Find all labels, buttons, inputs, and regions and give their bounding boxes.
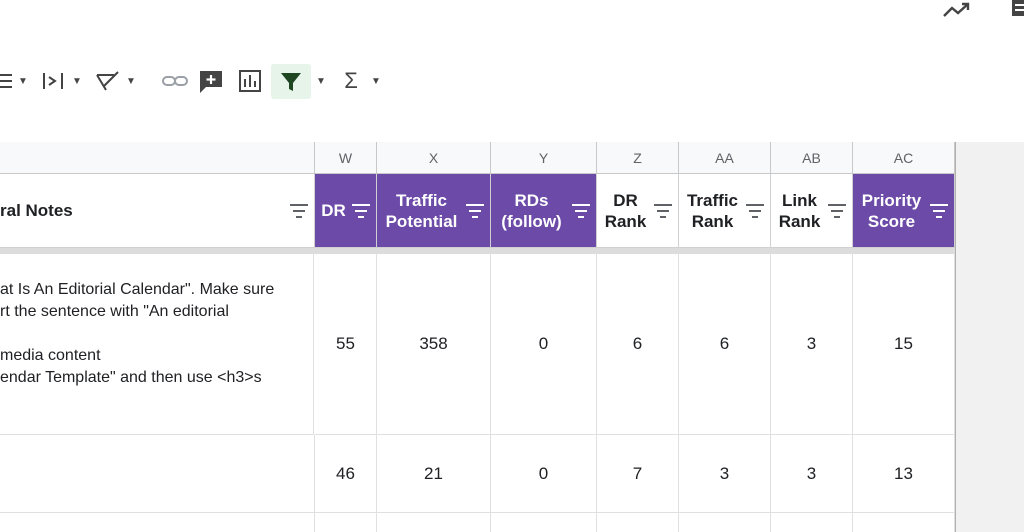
filter-icon[interactable]: [466, 203, 484, 218]
column-header-blank[interactable]: [0, 142, 315, 174]
cell-priority-score[interactable]: 15: [853, 254, 955, 435]
cell-link-rank[interactable]: 3: [771, 435, 853, 513]
cell-empty[interactable]: [0, 513, 315, 532]
comment-history-icon[interactable]: [1012, 0, 1024, 20]
header-traffic-potential[interactable]: Traffic Potential: [377, 174, 491, 248]
cell-empty[interactable]: [597, 513, 679, 532]
trending-up-icon[interactable]: [940, 0, 974, 22]
text-rotation-icon[interactable]: [40, 66, 66, 96]
cell-traffic-rank[interactable]: 6: [679, 254, 771, 435]
header-general-notes[interactable]: ral Notes: [0, 174, 315, 248]
insert-chart-icon[interactable]: [237, 66, 263, 96]
text-direction-dropdown-icon[interactable]: ▼: [126, 75, 136, 87]
column-header-z[interactable]: Z: [597, 142, 679, 174]
column-header-ab[interactable]: AB: [771, 142, 853, 174]
header-priority-score[interactable]: Priority Score: [853, 174, 955, 248]
frozen-row-divider[interactable]: [0, 248, 955, 254]
column-header-aa[interactable]: AA: [679, 142, 771, 174]
column-header-x[interactable]: X: [377, 142, 491, 174]
cell-traffic-potential[interactable]: 21: [377, 435, 491, 513]
header-dr[interactable]: DR: [315, 174, 377, 248]
header-rds-follow[interactable]: RDs (follow): [491, 174, 597, 248]
text-wrap-icon[interactable]: [0, 66, 14, 96]
notes-line: rt the sentence with "An editorial: [0, 303, 229, 320]
filter-icon: [281, 73, 301, 91]
notes-line: [0, 323, 313, 345]
cell-traffic-rank[interactable]: 3: [679, 435, 771, 513]
header-dr-rank[interactable]: DR Rank: [597, 174, 679, 248]
header-link-rank-label: Link Rank: [778, 190, 821, 231]
notes-line: media content: [0, 347, 101, 364]
insert-link-icon[interactable]: [160, 66, 190, 96]
cell-empty[interactable]: [679, 513, 771, 532]
cell-dr-rank[interactable]: 6: [597, 254, 679, 435]
header-dr-rank-label: DR Rank: [604, 190, 647, 231]
header-general-notes-label: ral Notes: [0, 201, 73, 220]
text-wrap-dropdown-icon[interactable]: ▼: [18, 75, 28, 87]
toolbar: ▼ ▼ ▼ ▼ Σ ▼: [0, 54, 1024, 148]
header-dr-label: DR: [321, 201, 346, 220]
filter-icon[interactable]: [352, 203, 370, 218]
cell-dr-rank[interactable]: 7: [597, 435, 679, 513]
header-traffic-rank-label: Traffic Rank: [686, 190, 739, 231]
cell-rds-follow[interactable]: 0: [491, 254, 597, 435]
cell-dr[interactable]: 55: [315, 254, 377, 435]
header-link-rank[interactable]: Link Rank: [771, 174, 853, 248]
column-header-ac[interactable]: AC: [853, 142, 955, 174]
sheet-outside-area: [955, 142, 1024, 532]
cell-priority-score[interactable]: 13: [853, 435, 955, 513]
column-header-y[interactable]: Y: [491, 142, 597, 174]
header-traffic-rank[interactable]: Traffic Rank: [679, 174, 771, 248]
cell-dr[interactable]: 46: [315, 435, 377, 513]
cell-general-notes[interactable]: at Is An Editorial Calendar". Make sure …: [0, 254, 314, 435]
insert-comment-icon[interactable]: [198, 66, 224, 96]
cell-general-notes[interactable]: [0, 435, 315, 513]
filter-button[interactable]: [271, 64, 311, 99]
cell-empty[interactable]: [853, 513, 955, 532]
functions-dropdown-icon[interactable]: ▼: [371, 75, 381, 87]
filter-dropdown-icon[interactable]: ▼: [316, 75, 326, 87]
formula-bar[interactable]: [0, 108, 1024, 143]
cell-empty[interactable]: [771, 513, 853, 532]
filter-icon[interactable]: [290, 203, 308, 218]
filter-icon[interactable]: [930, 203, 948, 218]
top-bar: [0, 0, 1024, 55]
cell-traffic-potential[interactable]: 358: [377, 254, 491, 435]
header-priority-score-label: Priority Score: [861, 190, 922, 231]
header-rds-follow-label: RDs (follow): [501, 190, 562, 231]
filter-icon[interactable]: [746, 203, 764, 218]
filter-icon[interactable]: [572, 203, 590, 218]
filter-icon[interactable]: [828, 203, 846, 218]
text-rotation-dropdown-icon[interactable]: ▼: [72, 75, 82, 87]
header-traffic-potential-label: Traffic Potential: [385, 190, 458, 231]
column-header-w[interactable]: W: [315, 142, 377, 174]
notes-line: endar Template" and then use <h3>s: [0, 369, 262, 386]
cell-link-rank[interactable]: 3: [771, 254, 853, 435]
cell-empty[interactable]: [377, 513, 491, 532]
functions-icon[interactable]: Σ: [344, 68, 358, 93]
filter-icon[interactable]: [654, 203, 672, 218]
cell-rds-follow[interactable]: 0: [491, 435, 597, 513]
cell-empty[interactable]: [491, 513, 597, 532]
notes-line: at Is An Editorial Calendar". Make sure: [0, 281, 275, 298]
text-direction-icon[interactable]: [94, 66, 122, 96]
cell-empty[interactable]: [315, 513, 377, 532]
